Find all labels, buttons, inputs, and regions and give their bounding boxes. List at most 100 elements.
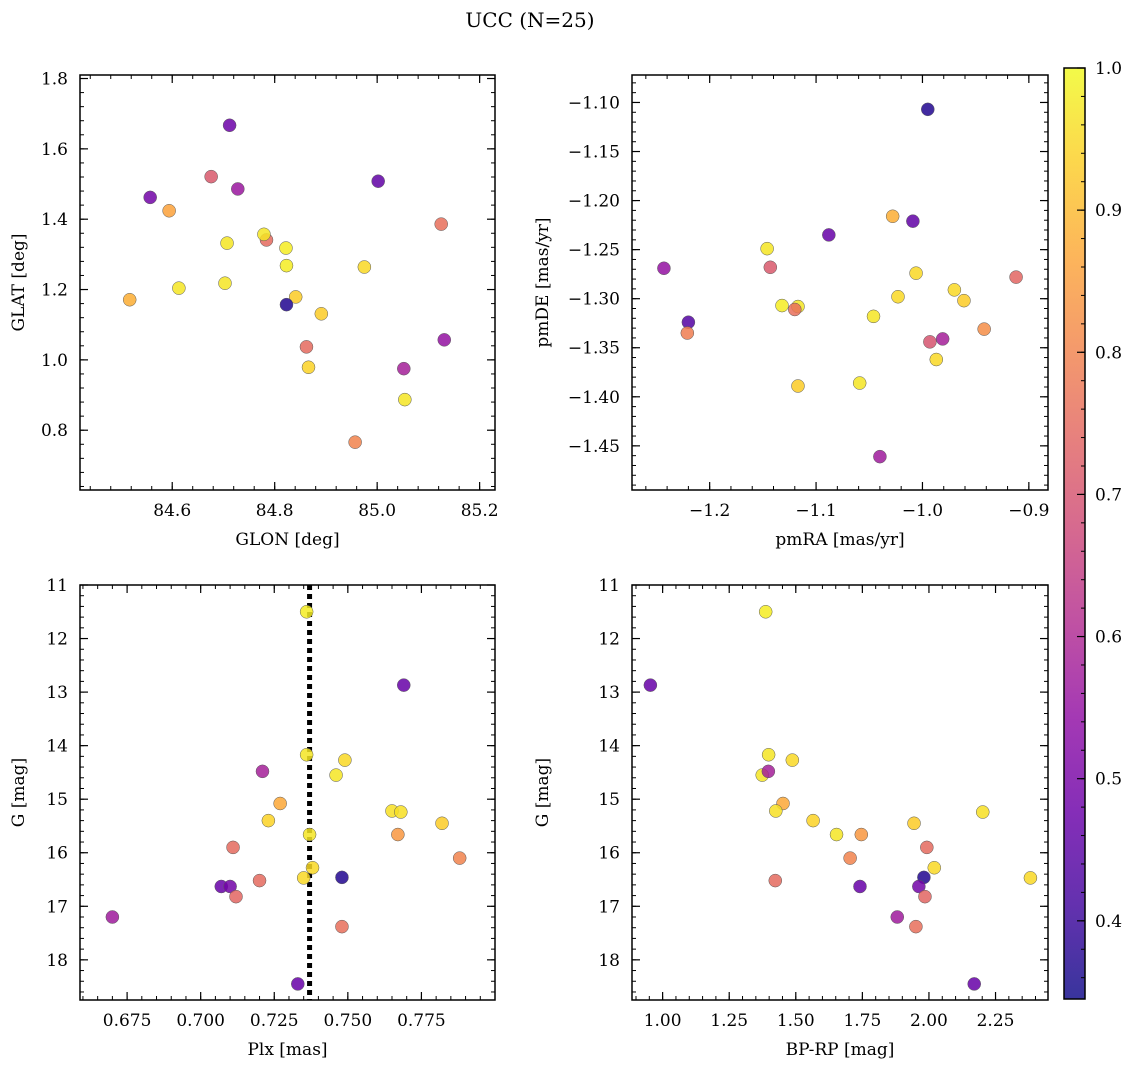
y-tick-label: −1.45 <box>568 437 620 457</box>
y-axis-label: G [mag] <box>9 758 29 827</box>
data-point <box>768 873 783 888</box>
data-point <box>890 910 905 924</box>
data-point <box>299 747 314 762</box>
colorbar-tick-label: 0.6 <box>1095 628 1122 648</box>
data-point <box>391 827 405 842</box>
x-tick-label: 84.8 <box>256 501 294 521</box>
data-point <box>822 228 836 242</box>
y-tick-label: −1.20 <box>568 192 620 212</box>
data-point <box>338 753 352 767</box>
data-point <box>923 335 937 349</box>
panel-1: 84.6 84.8 85.0 85.2 0.8 1.0 1.2 1.4 1.6 1.8 GLON [… <box>9 70 499 550</box>
data-point <box>335 870 349 885</box>
data-point <box>909 266 923 280</box>
y-tick-label: 18 <box>46 951 68 971</box>
colorbar-tick-label: 0.9 <box>1095 201 1122 221</box>
data-point <box>927 860 942 875</box>
y-tick-label: −1.30 <box>568 290 620 310</box>
y-tick-label: 1.8 <box>41 70 68 90</box>
y-axis-label: GLAT [deg] <box>9 233 29 331</box>
data-point <box>435 816 449 831</box>
data-point <box>122 292 137 307</box>
data-point <box>226 840 240 855</box>
data-point <box>222 118 237 133</box>
data-point <box>305 860 320 875</box>
data-point <box>296 871 311 885</box>
data-point <box>452 851 467 865</box>
data-point <box>680 326 695 340</box>
data-point <box>643 678 658 692</box>
data-point <box>909 919 923 934</box>
y-tick-label: 16 <box>598 844 620 864</box>
x-tick-label: −1.1 <box>795 501 836 521</box>
data-point <box>806 813 820 828</box>
data-point <box>397 678 411 692</box>
x-tick-label: 0.725 <box>250 1011 299 1031</box>
y-tick-label: 12 <box>598 630 620 650</box>
data-point <box>218 276 232 290</box>
y-tick-label: 14 <box>46 737 68 757</box>
x-tick-label: 0.700 <box>176 1011 225 1031</box>
y-tick-label: 16 <box>46 844 68 864</box>
data-point <box>329 768 343 782</box>
x-tick-label: 0.775 <box>397 1011 446 1031</box>
x-tick-label: 1.75 <box>843 1011 881 1031</box>
colorbar-gradient <box>1064 68 1085 999</box>
data-point <box>657 261 671 276</box>
data-point <box>873 449 887 464</box>
y-tick-label: 0.8 <box>41 421 68 441</box>
data-point <box>371 174 385 188</box>
x-tick-label: −1.2 <box>689 501 730 521</box>
figure-title: UCC (N=25) <box>465 8 594 32</box>
data-point <box>279 297 294 312</box>
x-tick-label: −1.0 <box>902 501 943 521</box>
y-tick-label: −1.15 <box>568 143 620 163</box>
axes-frame <box>79 584 496 1001</box>
data-point <box>1023 871 1038 885</box>
x-axis-label: pmRA [mas/yr] <box>775 530 904 550</box>
x-tick-label: 1.50 <box>777 1011 815 1031</box>
x-tick-label: 1.00 <box>644 1011 682 1031</box>
data-point <box>760 241 774 256</box>
data-point <box>291 977 305 991</box>
data-point <box>761 747 776 762</box>
x-tick-label: 85.0 <box>358 501 396 521</box>
data-point <box>977 322 991 336</box>
data-point <box>229 889 243 904</box>
data-point <box>299 605 314 619</box>
y-tick-label: 11 <box>598 576 620 596</box>
x-axis-label: BP-RP [mag] <box>786 1040 895 1060</box>
colorbar-tick-label: 0.7 <box>1095 485 1122 505</box>
data-point <box>957 293 971 308</box>
y-tick-label: 13 <box>598 683 620 703</box>
data-point <box>791 379 805 393</box>
data-point <box>231 182 245 196</box>
colorbar-frame <box>1063 67 1086 1000</box>
data-point <box>357 260 372 274</box>
data-point <box>843 851 857 865</box>
data-point <box>761 764 776 779</box>
data-point <box>775 298 789 313</box>
data-point <box>335 919 349 934</box>
y-tick-label: 14 <box>598 737 620 757</box>
colorbar-tick-label: 1.0 <box>1095 59 1122 79</box>
data-point <box>1009 270 1023 284</box>
data-point <box>172 281 186 295</box>
data-point <box>314 307 329 321</box>
y-tick-label: 15 <box>46 790 68 810</box>
y-tick-label: −1.10 <box>568 93 620 113</box>
data-point <box>394 805 408 819</box>
data-point <box>302 827 317 842</box>
data-point <box>852 376 867 390</box>
data-point <box>885 209 900 224</box>
data-point <box>301 360 316 375</box>
data-point <box>434 217 448 231</box>
data-point <box>397 361 411 376</box>
axes-frame <box>631 584 1049 1001</box>
data-point <box>288 290 303 304</box>
data-point <box>947 283 962 297</box>
data-point <box>829 827 844 842</box>
x-axis-label: GLON [deg] <box>235 530 339 550</box>
x-tick-label: −0.9 <box>1008 501 1049 521</box>
y-tick-label: −1.25 <box>568 241 620 261</box>
